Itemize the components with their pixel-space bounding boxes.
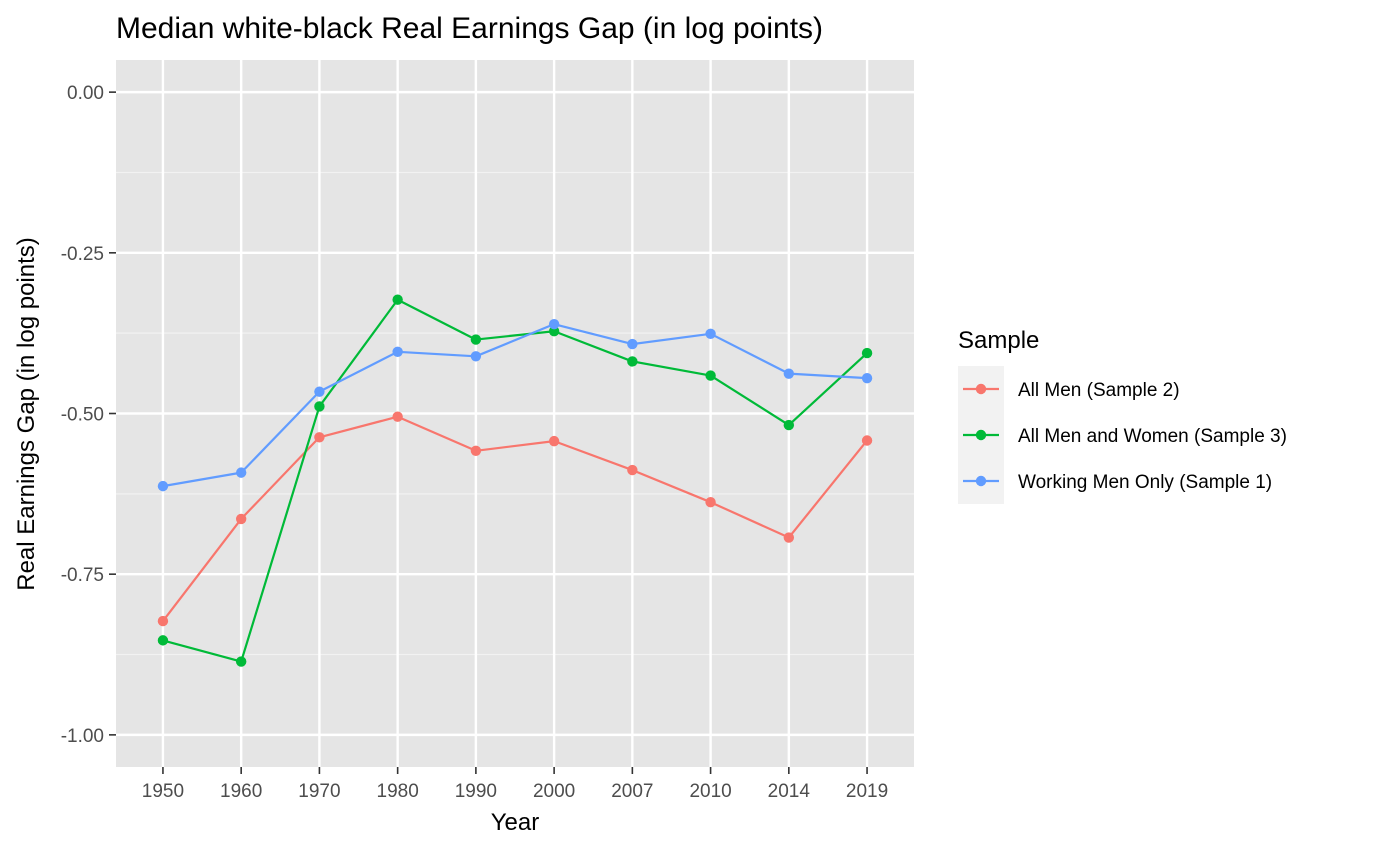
legend-key-point [975, 475, 987, 487]
data-point [314, 432, 325, 443]
y-tick-label: -0.50 [61, 405, 104, 426]
legend-key-point [975, 383, 987, 395]
data-point [392, 294, 403, 305]
data-point [470, 351, 482, 362]
data-point [235, 467, 247, 478]
series [157, 294, 873, 667]
legend-title: Sample [958, 327, 1039, 354]
x-tick-label: 1950 [142, 781, 184, 802]
series-line [162, 323, 868, 488]
data-point [235, 656, 247, 667]
x-tick-label: 2007 [611, 781, 653, 802]
data-point [705, 496, 716, 508]
legend-item: Working Men Only (Sample 1) [958, 458, 1272, 504]
data-point [314, 401, 325, 412]
series-line [162, 298, 868, 663]
data-point [470, 445, 482, 456]
data-point [314, 386, 325, 397]
legend-label: All Men and Women (Sample 3) [1018, 426, 1287, 447]
data-point [783, 532, 795, 543]
data-point [705, 370, 716, 381]
data-point [548, 318, 560, 330]
data-point [783, 419, 795, 431]
x-tick-label: 1970 [298, 781, 340, 802]
y-tick-label: -0.25 [61, 244, 104, 265]
x-tick-label: 2014 [768, 781, 811, 802]
data-point [157, 480, 169, 492]
data-point [627, 356, 638, 367]
axes: 0.00 -0.25 -0.50 -0.75 -1.00 1950 1960 1970 1980… [61, 83, 889, 802]
legend-key-point [975, 429, 987, 441]
series-2 [157, 294, 873, 667]
data-point [705, 328, 716, 340]
y-tick-label: -0.75 [61, 565, 104, 586]
y-axis-title: Real Earnings Gap (in log points) [13, 237, 40, 591]
series-3 [157, 318, 873, 492]
x-tick-label: 1980 [377, 781, 419, 802]
chart-title: Median white-black Real Earnings Gap (in… [116, 12, 823, 45]
legend-items: All Men (Sample 2) All Men and Women (Sam… [958, 366, 1287, 504]
y-tick-label: -1.00 [61, 726, 104, 747]
legend-label: Working Men Only (Sample 1) [1018, 472, 1272, 493]
legend-item: All Men and Women (Sample 3) [958, 412, 1287, 458]
x-axis-title: Year [491, 809, 540, 836]
data-point [470, 334, 482, 345]
legend: Sample All Men (Sample 2) All Men and Wom… [958, 327, 1287, 504]
data-point [235, 513, 247, 525]
x-tick-label: 2010 [689, 781, 731, 802]
grid [116, 60, 914, 767]
data-point [392, 411, 403, 422]
x-tick-label: 2000 [533, 781, 575, 802]
data-point [392, 346, 403, 357]
legend-label: All Men (Sample 2) [1018, 380, 1180, 401]
series-1 [157, 411, 873, 627]
data-point [627, 338, 638, 350]
data-point [861, 347, 873, 359]
series-line [162, 415, 868, 622]
legend-item: All Men (Sample 2) [958, 366, 1180, 412]
data-point [783, 368, 795, 379]
data-point [157, 615, 169, 627]
x-tick-label: 2019 [846, 781, 888, 802]
data-point [627, 464, 638, 476]
data-point [861, 435, 873, 446]
data-point [157, 635, 169, 646]
x-tick-label: 1990 [455, 781, 497, 802]
x-tick-label: 1960 [220, 781, 262, 802]
y-tick-label: 0.00 [67, 83, 104, 104]
data-point [861, 372, 873, 384]
data-point [548, 435, 560, 447]
